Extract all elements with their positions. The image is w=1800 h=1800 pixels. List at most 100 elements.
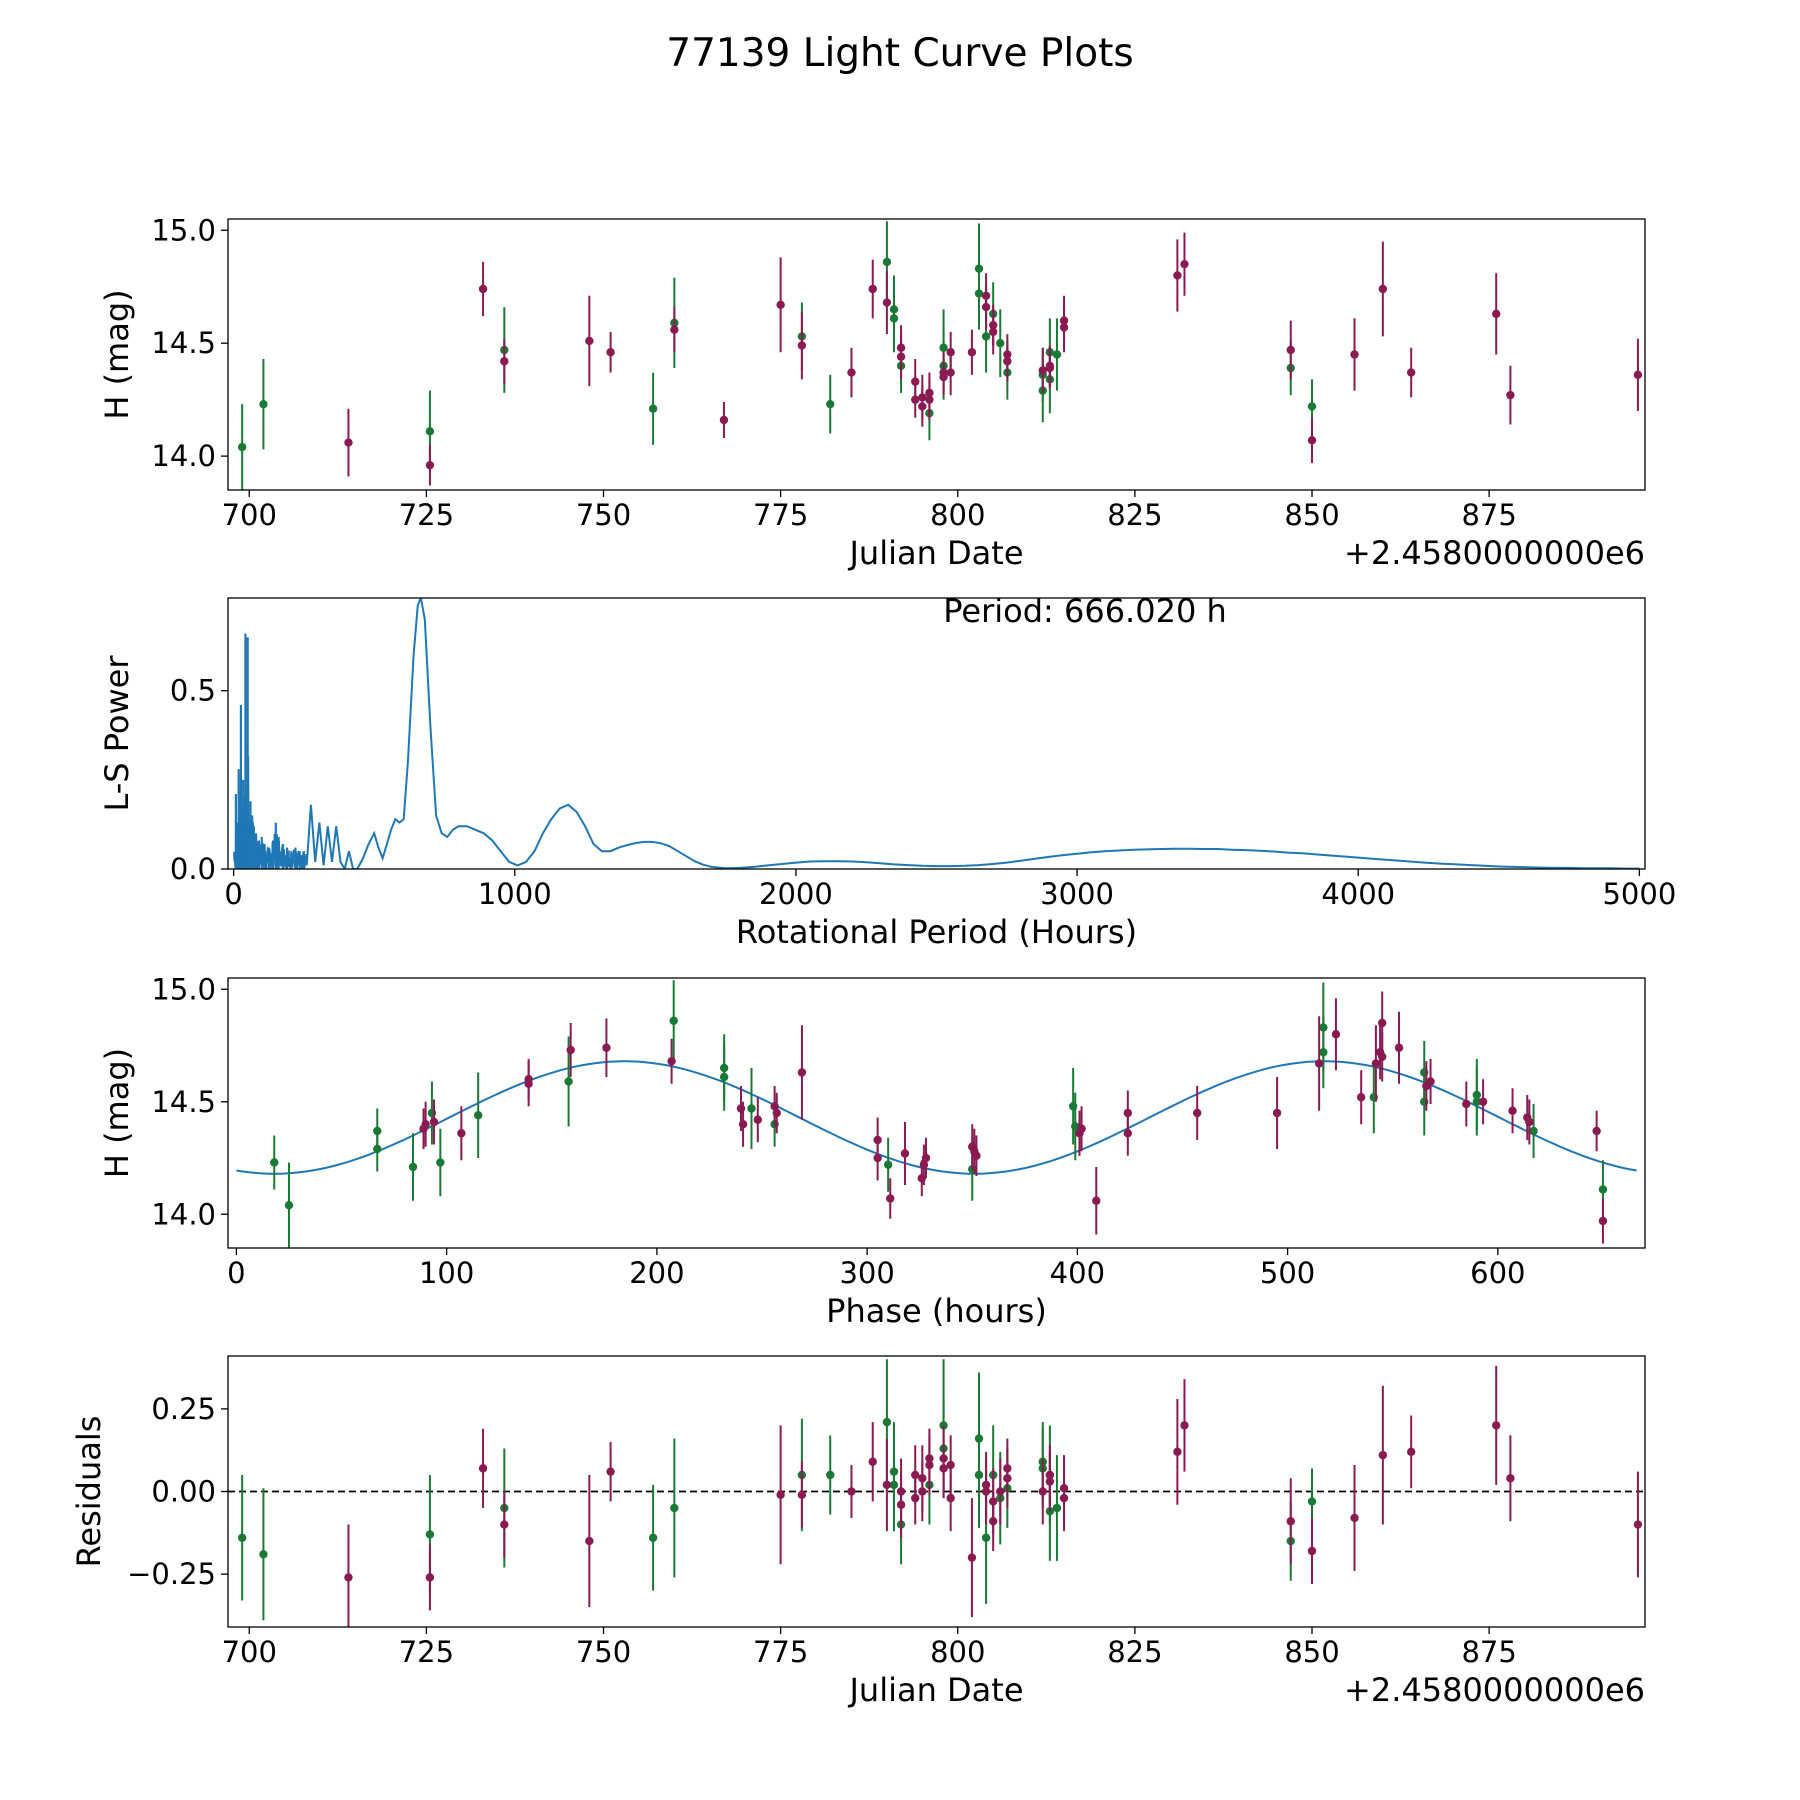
band_b-data-point xyxy=(1077,1124,1086,1133)
x-tick-label: 825 xyxy=(1107,1635,1162,1669)
band_a-data-point xyxy=(1529,1126,1538,1136)
band_b-data-point xyxy=(1038,1487,1047,1496)
x-tick-label: 700 xyxy=(222,498,277,532)
band_b-data-point xyxy=(344,1573,353,1582)
y-axis-label: Residuals xyxy=(70,1416,108,1568)
band_a-data-point xyxy=(425,427,435,436)
band_a-data-point xyxy=(237,1533,247,1542)
band_a-data-point xyxy=(882,1417,892,1427)
band_b-data-point xyxy=(1286,345,1295,355)
band_a-data-point xyxy=(883,1160,893,1169)
x-axis-label: Julian Date xyxy=(847,1671,1023,1709)
band_b-data-point xyxy=(882,1480,892,1490)
x-tick-label: 3000 xyxy=(1040,877,1114,911)
x-tick-label: 825 xyxy=(1107,498,1162,532)
band_b-data-point xyxy=(738,1120,748,1129)
residuals-panel: 700 725 750 775 800 825 850 875 −0.25 0.00 0.25 Jul… xyxy=(70,1355,1646,1709)
band_b-data-point xyxy=(1406,1447,1416,1457)
power-curve-line xyxy=(305,598,1640,869)
band_b-data-point xyxy=(1378,1052,1387,1061)
band_b-data-point xyxy=(1173,1447,1182,1457)
band_a-data-point xyxy=(974,289,984,298)
band_b-data-point xyxy=(421,1120,430,1129)
band_b-data-point xyxy=(1406,368,1416,377)
band_a-data-point xyxy=(436,1158,445,1167)
band_b-data-point xyxy=(776,1490,785,1500)
band_b-data-point xyxy=(1314,1059,1324,1068)
phased-panel: 0 100 200 300 400 500 600 14.0 14.5 15.0 Phase (ho… xyxy=(98,972,1646,1330)
band_b-data-point xyxy=(1350,1513,1359,1523)
band_b-data-point xyxy=(1462,1099,1471,1109)
band_a-data-point xyxy=(284,1201,294,1210)
periodogram-panel: 0 1000 2000 3000 4000 5000 0.0 0.5 Rotational Pe… xyxy=(98,592,1676,951)
band_b-data-point xyxy=(925,395,934,404)
y-axis-label: H (mag) xyxy=(98,289,136,419)
band_b-data-point xyxy=(1426,1077,1435,1086)
x-tick-label: 875 xyxy=(1461,498,1516,532)
phased-data-layer xyxy=(236,980,1637,1248)
band_a-data-point xyxy=(1052,1503,1062,1513)
band_b-data-point xyxy=(1378,1018,1387,1028)
y-tick-label: 14.5 xyxy=(151,1085,216,1119)
band_b-data-point xyxy=(921,1153,931,1163)
band_b-data-point xyxy=(1180,1421,1189,1430)
x-tick-label: 850 xyxy=(1284,1635,1339,1669)
band_b-data-point xyxy=(911,395,920,404)
x-tick-label: 1000 xyxy=(478,877,552,911)
x-offset-label: +2.4580000000e6 xyxy=(1344,1671,1645,1709)
y-tick-label: 15.0 xyxy=(151,972,216,1006)
figure-title: 77139 Light Curve Plots xyxy=(666,31,1133,76)
band_b-data-point xyxy=(847,368,856,377)
band_b-data-point xyxy=(478,1464,488,1473)
band_b-data-point xyxy=(1633,1520,1643,1529)
band_a-data-point xyxy=(670,1503,679,1513)
band_b-data-point xyxy=(1506,1474,1515,1483)
band_b-data-point xyxy=(1492,1421,1501,1430)
x-tick-label: 2000 xyxy=(759,877,833,911)
band_b-data-point xyxy=(1092,1196,1101,1205)
band_b-data-point xyxy=(1059,323,1069,332)
band_b-data-point xyxy=(1598,1216,1608,1226)
x-tick-label: 4000 xyxy=(1321,877,1395,911)
band_b-data-point xyxy=(1173,271,1182,280)
band_b-data-point xyxy=(606,348,615,357)
band_a-data-point xyxy=(1045,1507,1055,1516)
band_b-data-point xyxy=(939,1454,948,1463)
band_b-data-point xyxy=(1307,1546,1317,1556)
band_b-data-point xyxy=(602,1043,611,1052)
y-axis-label: L-S Power xyxy=(98,655,136,812)
band_b-data-point xyxy=(797,341,807,350)
band_b-data-point xyxy=(868,284,877,294)
band_b-data-point xyxy=(1633,370,1643,380)
x-tick-label: 100 xyxy=(419,1256,474,1290)
band_b-data-point xyxy=(1045,1477,1055,1486)
band_a-data-point xyxy=(408,1162,418,1172)
band_a-data-point xyxy=(747,1104,756,1113)
band_a-data-point xyxy=(473,1111,483,1120)
y-tick-label: 0.00 xyxy=(151,1475,216,1509)
band_b-data-point xyxy=(1180,259,1189,269)
x-tick-label: 750 xyxy=(576,1635,631,1669)
band_b-data-point xyxy=(1356,1093,1366,1102)
band_b-data-point xyxy=(344,438,353,447)
band_b-data-point xyxy=(667,1057,676,1066)
band_b-data-point xyxy=(524,1079,533,1088)
band_b-data-point xyxy=(981,1480,991,1490)
x-tick-label: 700 xyxy=(222,1635,277,1669)
band_b-data-point xyxy=(1059,1483,1069,1493)
band_a-data-point xyxy=(826,1470,835,1480)
y-tick-label: 14.0 xyxy=(151,1197,216,1231)
band_a-data-point xyxy=(669,1016,678,1025)
band_b-data-point xyxy=(988,320,998,330)
model-fit-curve xyxy=(236,1060,1637,1175)
band_b-data-point xyxy=(797,1068,807,1077)
band_a-data-point xyxy=(882,257,892,267)
band_a-data-point xyxy=(270,1158,279,1167)
band_b-data-point xyxy=(981,302,991,312)
band_b-data-point xyxy=(500,357,509,366)
band_b-data-point xyxy=(1272,1108,1282,1118)
band_b-data-point xyxy=(585,1536,594,1546)
band_b-data-point xyxy=(500,1520,509,1529)
x-tick-label: 0 xyxy=(227,1256,245,1290)
y-tick-label: 15.0 xyxy=(151,213,216,247)
